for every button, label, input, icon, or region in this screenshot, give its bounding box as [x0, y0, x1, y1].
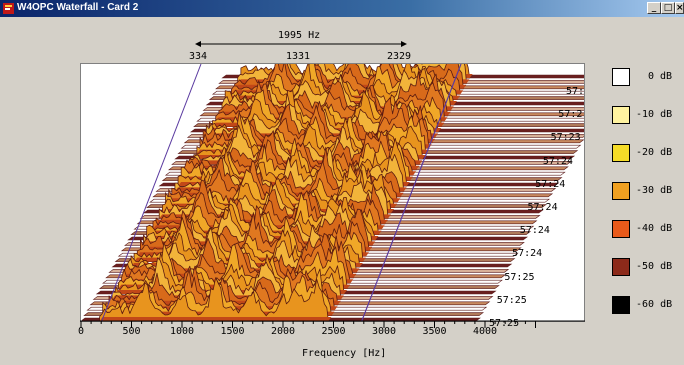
legend-swatch [612, 144, 630, 162]
waterfall-row [81, 277, 481, 321]
legend-swatch [612, 220, 630, 238]
legend-label: -60 dB [636, 299, 673, 310]
legend-swatch [612, 182, 630, 200]
frequency-tick-label: 4000 [473, 326, 498, 337]
app-icon [3, 3, 14, 14]
passband-low-guide [101, 64, 202, 321]
frequency-tick-label: 0 [78, 326, 85, 337]
frequency-axis [80, 320, 585, 328]
legend-swatch [612, 258, 630, 276]
passband-center-label: 1331 [286, 51, 311, 62]
timestamp-label: 57:24 [519, 225, 550, 237]
passband-low-label: 334 [189, 51, 208, 62]
frequency-tick-label: 2500 [321, 326, 346, 337]
legend-label: -40 dB [636, 223, 673, 234]
minimize-button[interactable]: _ [647, 2, 661, 14]
maximize-button[interactable]: □ [661, 2, 675, 14]
timestamp-label: 57:24 [542, 155, 573, 167]
passband-high-label: 2329 [387, 51, 412, 62]
frequency-tick-label: 1500 [220, 326, 245, 337]
legend-label: -20 dB [636, 147, 673, 158]
timestamp-label: 57:25 [496, 294, 527, 306]
timestamp-label: 57: [566, 86, 585, 97]
legend-label: -10 dB [636, 109, 673, 120]
legend-swatch [612, 296, 630, 314]
legend-label: -50 dB [636, 261, 673, 272]
title-bar[interactable]: W4OPC Waterfall - Card 2 _ □ × [0, 0, 684, 17]
window-title: W4OPC Waterfall - Card 2 [17, 2, 139, 13]
timestamp-label: 57:24 [527, 202, 558, 213]
waterfall-svg [81, 64, 584, 321]
legend-label: -30 dB [636, 185, 673, 196]
close-button[interactable]: × [675, 2, 684, 14]
frequency-tick-label: 3500 [422, 326, 447, 337]
frequency-axis-label: Frequency [Hz] [302, 348, 387, 359]
bandwidth-label: 1995 Hz [278, 30, 321, 41]
frequency-tick-label: 2000 [271, 326, 296, 337]
passband-center-guide [361, 64, 462, 321]
passband-arrow [195, 41, 407, 47]
plot-blank-region [81, 64, 166, 321]
legend-label: 0 dB [648, 71, 673, 82]
legend-swatch [612, 106, 630, 124]
timestamp-label: 57:23 [550, 132, 581, 144]
frequency-tick-label: 1000 [170, 326, 195, 337]
frequency-tick-label: 500 [122, 326, 141, 337]
timestamp-label: 57:24 [535, 178, 566, 190]
frequency-tick-label: 3000 [372, 326, 397, 337]
timestamp-label: 57:25 [489, 318, 520, 329]
waterfall-plot[interactable] [80, 63, 585, 322]
timestamp-label: 57:2 [558, 109, 583, 121]
legend-swatch [612, 68, 630, 86]
timestamp-label: 57:24 [512, 248, 543, 260]
timestamp-label: 57:25 [504, 271, 535, 283]
